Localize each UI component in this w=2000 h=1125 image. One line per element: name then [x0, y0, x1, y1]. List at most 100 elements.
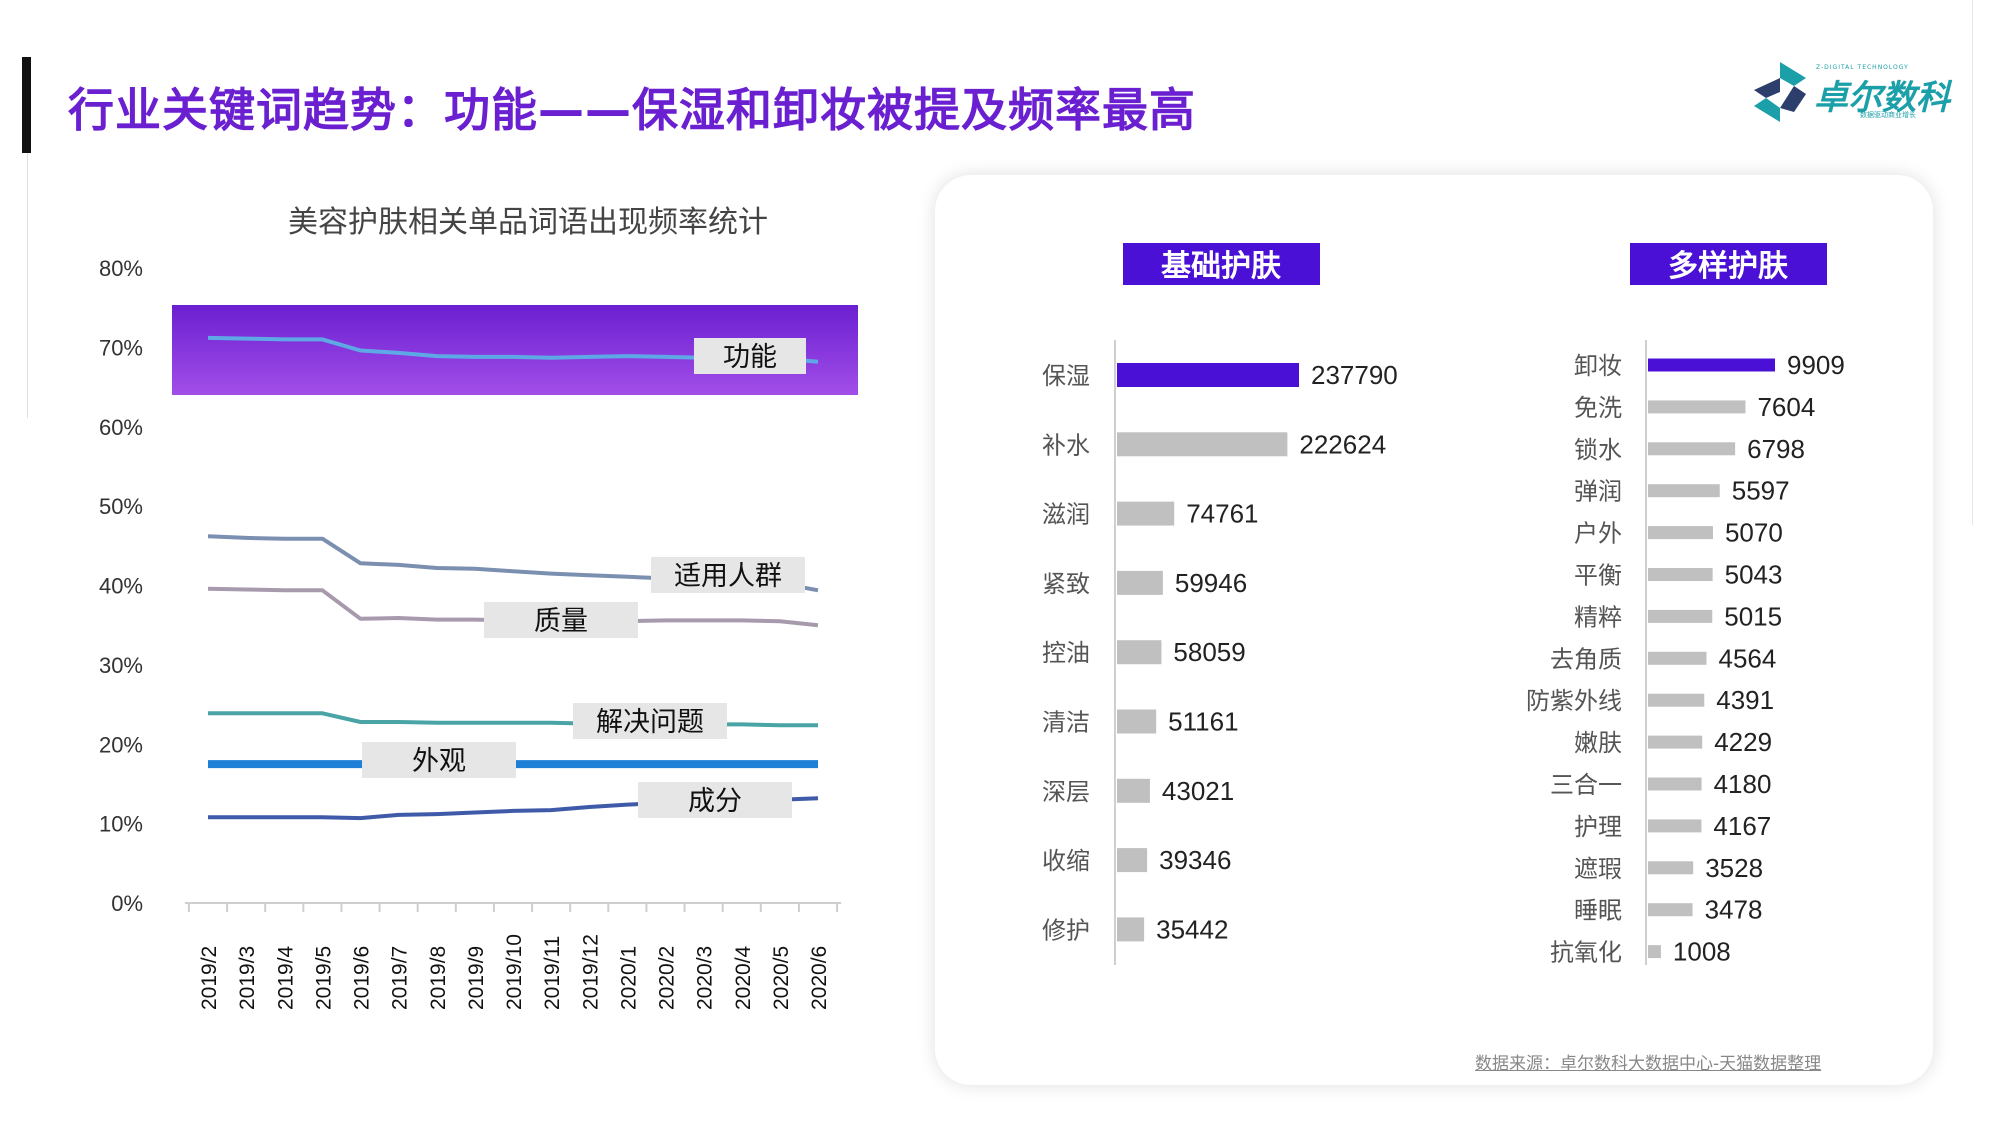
bar [1117, 363, 1299, 387]
bar-value-label: 4391 [1716, 685, 1774, 715]
bar-value-label: 59946 [1175, 568, 1247, 598]
y-tick-label: 60% [99, 415, 143, 440]
line-chart-title: 美容护肤相关单品词语出现频率统计 [288, 205, 768, 240]
bar-category-label: 免洗 [1574, 394, 1622, 422]
bar-category-label: 平衡 [1574, 562, 1622, 590]
bar [1648, 945, 1661, 959]
bar [1648, 442, 1736, 456]
data-source-note: 数据来源：卓尔数科大数据中心-天猫数据整理 [1475, 1054, 1822, 1074]
bar-value-label: 237790 [1311, 360, 1398, 390]
x-tick-label: 2019/5 [312, 946, 335, 1010]
x-tick-label: 2019/3 [236, 946, 259, 1010]
bar-value-label: 5043 [1725, 560, 1783, 590]
bar-charts: 基础护肤 多样护肤 保湿 237790 补水 222624 滋润 74761 紧致 59946… [1042, 243, 1845, 967]
series-label: 解决问题 [596, 707, 704, 738]
series-label: 功能 [723, 342, 777, 373]
bar-value-label: 3528 [1705, 853, 1763, 883]
bar-category-label: 户外 [1574, 520, 1622, 548]
basic-care-heading-bg [1123, 243, 1320, 285]
bar-category-label: 深层 [1042, 778, 1090, 806]
series-label-box [694, 338, 806, 374]
x-tick-label: 2020/3 [694, 946, 717, 1010]
bar-value-label: 9909 [1787, 350, 1845, 380]
bar [1648, 358, 1775, 372]
bar-category-label: 嫩肤 [1574, 729, 1622, 757]
bar-category-label: 保湿 [1042, 362, 1090, 390]
left-divider [27, 153, 28, 418]
series-label: 外观 [412, 746, 466, 777]
bar-category-label: 防紫外线 [1526, 687, 1622, 715]
bar-value-label: 7604 [1757, 392, 1815, 422]
bar-value-label: 5070 [1725, 518, 1783, 548]
bar-value-label: 1008 [1673, 937, 1731, 967]
x-tick-label: 2019/7 [389, 946, 412, 1010]
x-tick-label: 2019/9 [465, 946, 488, 1010]
page-title: 行业关键词趋势：功能——保湿和卸妆被提及频率最高 [68, 83, 1196, 137]
y-tick-label: 0% [111, 891, 143, 916]
x-tick-label: 2019/2 [198, 946, 221, 1010]
logo-mark-icon [1754, 62, 1806, 122]
series-label-box [362, 742, 516, 778]
bar [1648, 568, 1713, 581]
bar [1648, 651, 1707, 665]
line-chart: 美容护肤相关单品词语出现频率统计 0% 10% 20% 30% 40% 50% 60% 70%… [99, 205, 858, 1010]
bar-category-label: 紧致 [1042, 570, 1090, 598]
bar-category-label: 滋润 [1042, 501, 1090, 529]
logo-tagline-top: Z-DIGITAL TECHNOLOGY [1816, 64, 1909, 71]
diverse-care-heading-bg [1630, 243, 1827, 285]
bar [1648, 777, 1702, 791]
series-label: 适用人群 [674, 561, 782, 592]
bar-category-label: 收缩 [1042, 847, 1090, 875]
bar [1648, 526, 1713, 540]
bar [1117, 432, 1288, 457]
bar-category-label: 修护 [1042, 916, 1090, 944]
brand-logo: Z-DIGITAL TECHNOLOGY 卓尔数科 数据驱动商业增长 [1750, 60, 1950, 124]
bar-category-label: 三合一 [1550, 771, 1622, 799]
x-tick-label: 2019/10 [503, 934, 526, 1010]
bar [1117, 778, 1150, 803]
bar-value-label: 222624 [1299, 429, 1386, 459]
x-tick-label: 2019/6 [351, 946, 374, 1010]
x-tick-label: 2019/8 [427, 946, 450, 1010]
keyword-bars-panel [935, 175, 1933, 1085]
bar [1117, 501, 1175, 526]
bar [1648, 735, 1703, 749]
bar [1648, 400, 1746, 414]
bar-category-label: 锁水 [1574, 436, 1622, 464]
right-divider [1972, 0, 1973, 525]
bar-category-label: 补水 [1042, 431, 1090, 459]
bar [1648, 609, 1713, 623]
bar-value-label: 4229 [1714, 727, 1772, 757]
y-tick-label: 20% [99, 732, 143, 757]
bar [1648, 861, 1694, 875]
logo-brand-text: 卓尔数科 [1814, 78, 1950, 118]
bar [1648, 819, 1702, 833]
x-tick-label: 2019/11 [541, 936, 564, 1010]
bar-value-label: 39346 [1159, 845, 1231, 875]
bar [1117, 709, 1157, 734]
y-tick-label: 70% [99, 335, 143, 360]
basic-care-heading: 基础护肤 [1161, 249, 1282, 284]
bar-category-label: 护理 [1574, 813, 1622, 841]
series-label-box [484, 602, 638, 638]
bar-value-label: 74761 [1186, 499, 1258, 529]
series-label-box [573, 703, 727, 739]
bar-category-label: 弹润 [1574, 478, 1622, 506]
bar-value-label: 6798 [1747, 434, 1805, 464]
y-tick-label: 50% [99, 494, 143, 519]
diverse-care-heading: 多样护肤 [1668, 249, 1789, 284]
x-tick-label: 2020/1 [617, 946, 640, 1010]
bar-category-label: 睡眠 [1574, 897, 1622, 925]
bar-value-label: 51161 [1168, 707, 1238, 737]
title-accent-bar [22, 57, 31, 153]
x-tick-label: 2019/4 [274, 945, 297, 1010]
logo-tagline-bottom: 数据驱动商业增长 [1860, 111, 1916, 119]
bar-category-label: 去角质 [1550, 645, 1622, 673]
bar [1648, 693, 1705, 707]
bar-category-label: 遮瑕 [1574, 855, 1622, 883]
bar-category-label: 精粹 [1574, 603, 1622, 631]
bar-value-label: 35442 [1156, 914, 1228, 944]
y-tick-label: 10% [99, 812, 143, 837]
bar-category-label: 抗氧化 [1550, 939, 1622, 967]
bar [1117, 570, 1163, 595]
